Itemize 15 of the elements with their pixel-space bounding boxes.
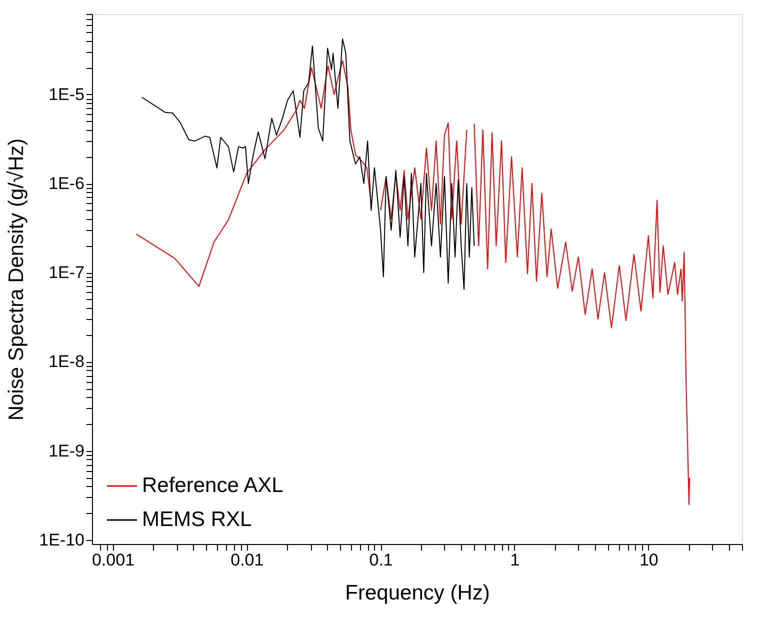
y-tick-label: 1E-10 [39, 530, 84, 550]
legend-label: MEMS RXL [142, 508, 252, 531]
y-tick-label: 1E-8 [48, 352, 84, 372]
legend-label: Reference AXL [142, 474, 284, 497]
y-tick-label: 1E-7 [48, 263, 84, 282]
y-axis-title: Noise Spectra Density (g/√Hz) [5, 138, 28, 421]
x-tick-label: 10 [639, 550, 658, 570]
x-tick-label: 1 [510, 550, 520, 570]
y-tick-label: 1E-5 [48, 84, 84, 104]
x-tick-label: 0.01 [230, 550, 264, 570]
x-tick-label: 0.1 [369, 550, 393, 570]
x-axis-title: Frequency (Hz) [345, 582, 490, 604]
y-tick-label: 1E-9 [48, 441, 84, 460]
x-tick-label: 0.001 [92, 550, 135, 570]
y-tick-label: 1E-6 [48, 174, 84, 194]
